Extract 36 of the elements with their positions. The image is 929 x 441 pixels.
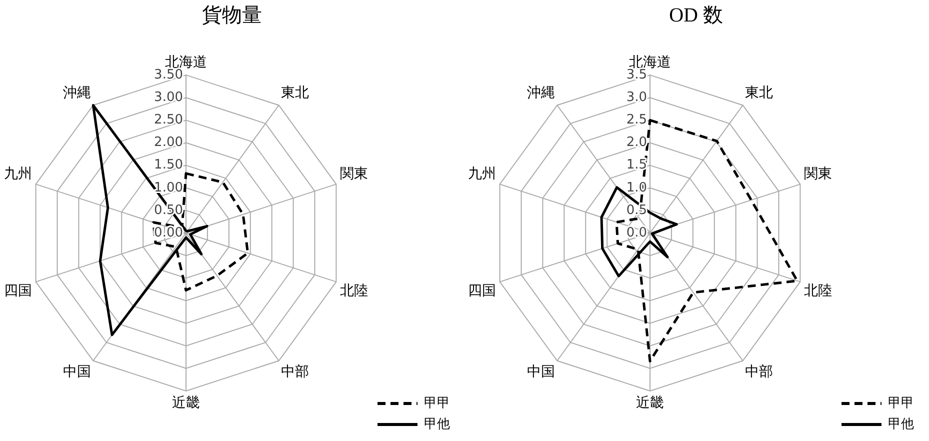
- spoke-label: 中部: [281, 364, 310, 380]
- y-tick-label: 1.0: [626, 180, 647, 196]
- spoke-label: 四国: [468, 283, 496, 300]
- y-tick-label: 2.00: [154, 135, 183, 150]
- spoke-label: 中国: [62, 364, 91, 380]
- y-tick-label: 1.50: [154, 158, 183, 173]
- spoke-label: 沖縄: [62, 85, 91, 102]
- spoke-label: 沖縄: [526, 85, 555, 102]
- spoke-label: 近畿: [172, 394, 200, 411]
- y-tick-label: 1.5: [626, 158, 647, 173]
- spoke-label: 九州: [468, 166, 496, 182]
- chart-title: OD 数: [669, 4, 723, 26]
- spoke-label: 近畿: [636, 394, 664, 411]
- spoke-label: 東北: [281, 85, 310, 102]
- y-tick-label: 1.00: [154, 180, 183, 196]
- spoke-label: 四国: [4, 283, 32, 300]
- y-tick-label: 2.50: [154, 112, 183, 128]
- y-tick-label: 3.0: [626, 90, 647, 106]
- y-tick-label: 2.0: [626, 135, 647, 150]
- spoke-label: 北陸: [804, 283, 832, 300]
- y-tick-label: 3.00: [154, 90, 183, 106]
- spoke-label: 東北: [745, 85, 774, 102]
- spoke-label: 中部: [745, 364, 774, 380]
- y-tick-label: 0.0: [626, 225, 647, 240]
- legend-label: 甲他: [424, 416, 450, 432]
- spoke-label: 北陸: [340, 283, 368, 300]
- y-tick-label: 2.5: [626, 112, 647, 128]
- spoke-label: 関東: [804, 166, 832, 182]
- spoke-label: 中国: [526, 364, 555, 380]
- legend-label: 甲他: [888, 416, 914, 432]
- chart-title: 貨物量: [202, 4, 262, 26]
- legend-label: 甲甲: [888, 396, 914, 411]
- legend-label: 甲甲: [424, 396, 450, 411]
- y-tick-label: 0.00: [154, 225, 183, 240]
- spoke-label: 関東: [340, 166, 368, 182]
- spoke-label: 九州: [4, 166, 32, 182]
